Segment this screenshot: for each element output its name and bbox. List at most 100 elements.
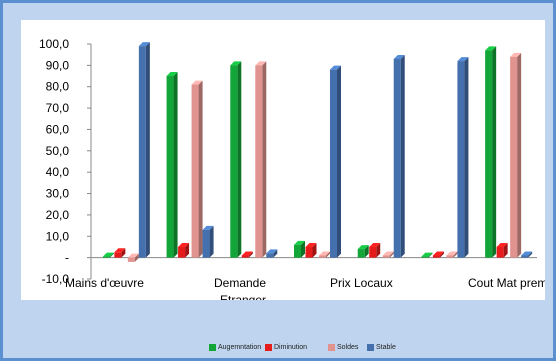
bar-side <box>301 240 305 258</box>
bar <box>138 46 146 258</box>
legend-swatch <box>367 344 374 351</box>
bar <box>319 255 326 258</box>
y-tick-label: 30,0 <box>46 187 70 201</box>
bar-side <box>453 251 458 258</box>
bar-top <box>393 54 405 59</box>
y-tick-label: 20,0 <box>46 208 70 222</box>
y-tick-label: 80,0 <box>46 80 70 94</box>
bar-top <box>138 42 150 47</box>
x-tick-label-line: Cout Mat prem <box>468 276 545 290</box>
bar <box>432 255 440 258</box>
bar <box>521 255 529 258</box>
bar-top <box>241 251 253 256</box>
bar-side <box>439 251 444 258</box>
bar <box>421 256 429 258</box>
bar-top <box>485 46 497 51</box>
y-tick-label: 70,0 <box>46 101 70 115</box>
bar-side <box>326 251 330 258</box>
bar-top <box>305 242 317 247</box>
bar-side <box>109 252 114 258</box>
y-tick-label: 10,0 <box>46 229 70 243</box>
bar-top <box>294 240 305 245</box>
bar <box>127 257 135 262</box>
legend-label: Diminution <box>274 344 308 351</box>
bar-side <box>198 80 203 258</box>
bar-top <box>230 61 242 66</box>
bar-top <box>457 57 469 62</box>
bar-side <box>464 57 469 258</box>
y-tick-label: 40,0 <box>46 165 70 179</box>
bar-side <box>400 54 405 258</box>
x-tick-label-line: Demande <box>214 276 266 290</box>
bar <box>457 61 465 258</box>
bar-side <box>262 61 267 258</box>
y-tick-label: 90,0 <box>46 58 70 72</box>
bar-side <box>145 42 150 258</box>
bar <box>393 58 401 258</box>
bar <box>114 252 122 258</box>
bar <box>510 56 518 258</box>
bar <box>178 246 186 258</box>
legend: Augemntation Diminution Soldes Stable <box>3 341 556 357</box>
bar-top <box>114 248 126 253</box>
legend-swatch <box>209 344 216 351</box>
bar-side <box>185 242 190 258</box>
bar-side <box>273 249 278 258</box>
bar-top <box>382 251 394 256</box>
bar-top <box>202 225 214 230</box>
bar <box>230 65 238 258</box>
bar <box>330 69 337 258</box>
bar <box>241 255 249 258</box>
y-tick-label: -10,0 <box>42 272 70 286</box>
x-tick-label: Prix Locaux <box>330 276 393 290</box>
bar-side <box>492 46 497 258</box>
x-tick-label-line: Prix Locaux <box>330 276 393 290</box>
legend-swatch <box>265 344 272 351</box>
bar-side <box>173 72 178 258</box>
bar-side <box>248 251 253 258</box>
bar-top <box>432 251 444 256</box>
bar <box>102 256 110 258</box>
x-tick-label-line: Etranger <box>220 293 266 300</box>
bar <box>305 246 313 258</box>
bar-top <box>255 61 267 66</box>
bar-top <box>102 252 114 257</box>
bar <box>496 246 504 258</box>
bar-side <box>517 52 522 258</box>
bar-side <box>376 242 381 258</box>
legend-label: Stable <box>376 344 396 351</box>
y-tick-label: 50,0 <box>46 144 70 158</box>
bar-top <box>510 52 522 57</box>
x-tick-label: Demande Etranger <box>214 276 266 300</box>
bar <box>266 253 274 258</box>
plot-area: -10,0-10,0 20,0 30,0 40,0 50,0 60,0 70,0 80,0 90… <box>21 20 547 307</box>
bar-top <box>191 80 203 85</box>
bar-top <box>266 249 278 254</box>
x-tick-label: Cout Mat prem <box>468 276 545 290</box>
y-tick-label: 100,0 <box>39 37 69 51</box>
bar-side <box>312 242 317 258</box>
legend-label: Soldes <box>337 344 359 351</box>
bar-side <box>503 242 508 258</box>
x-tick-label: Mains d'œuvre <box>65 276 144 290</box>
bar-top <box>369 242 381 247</box>
bar <box>255 65 263 258</box>
y-tick-label: 60,0 <box>46 122 70 136</box>
bar <box>446 255 454 258</box>
bar <box>357 249 365 258</box>
bar-top <box>319 251 330 256</box>
bar-side <box>134 253 139 262</box>
legend-swatch <box>328 344 335 351</box>
bar-top <box>178 242 190 247</box>
bar <box>294 244 301 258</box>
x-tick-label-line: Mains d'œuvre <box>65 276 144 290</box>
bar-side <box>237 61 242 258</box>
bar-top <box>330 65 341 70</box>
bar-side <box>528 251 533 258</box>
bar-top <box>357 245 369 250</box>
bar-top <box>446 251 458 256</box>
bar-side <box>209 225 214 258</box>
bar <box>485 50 493 258</box>
bar-top <box>521 251 533 256</box>
